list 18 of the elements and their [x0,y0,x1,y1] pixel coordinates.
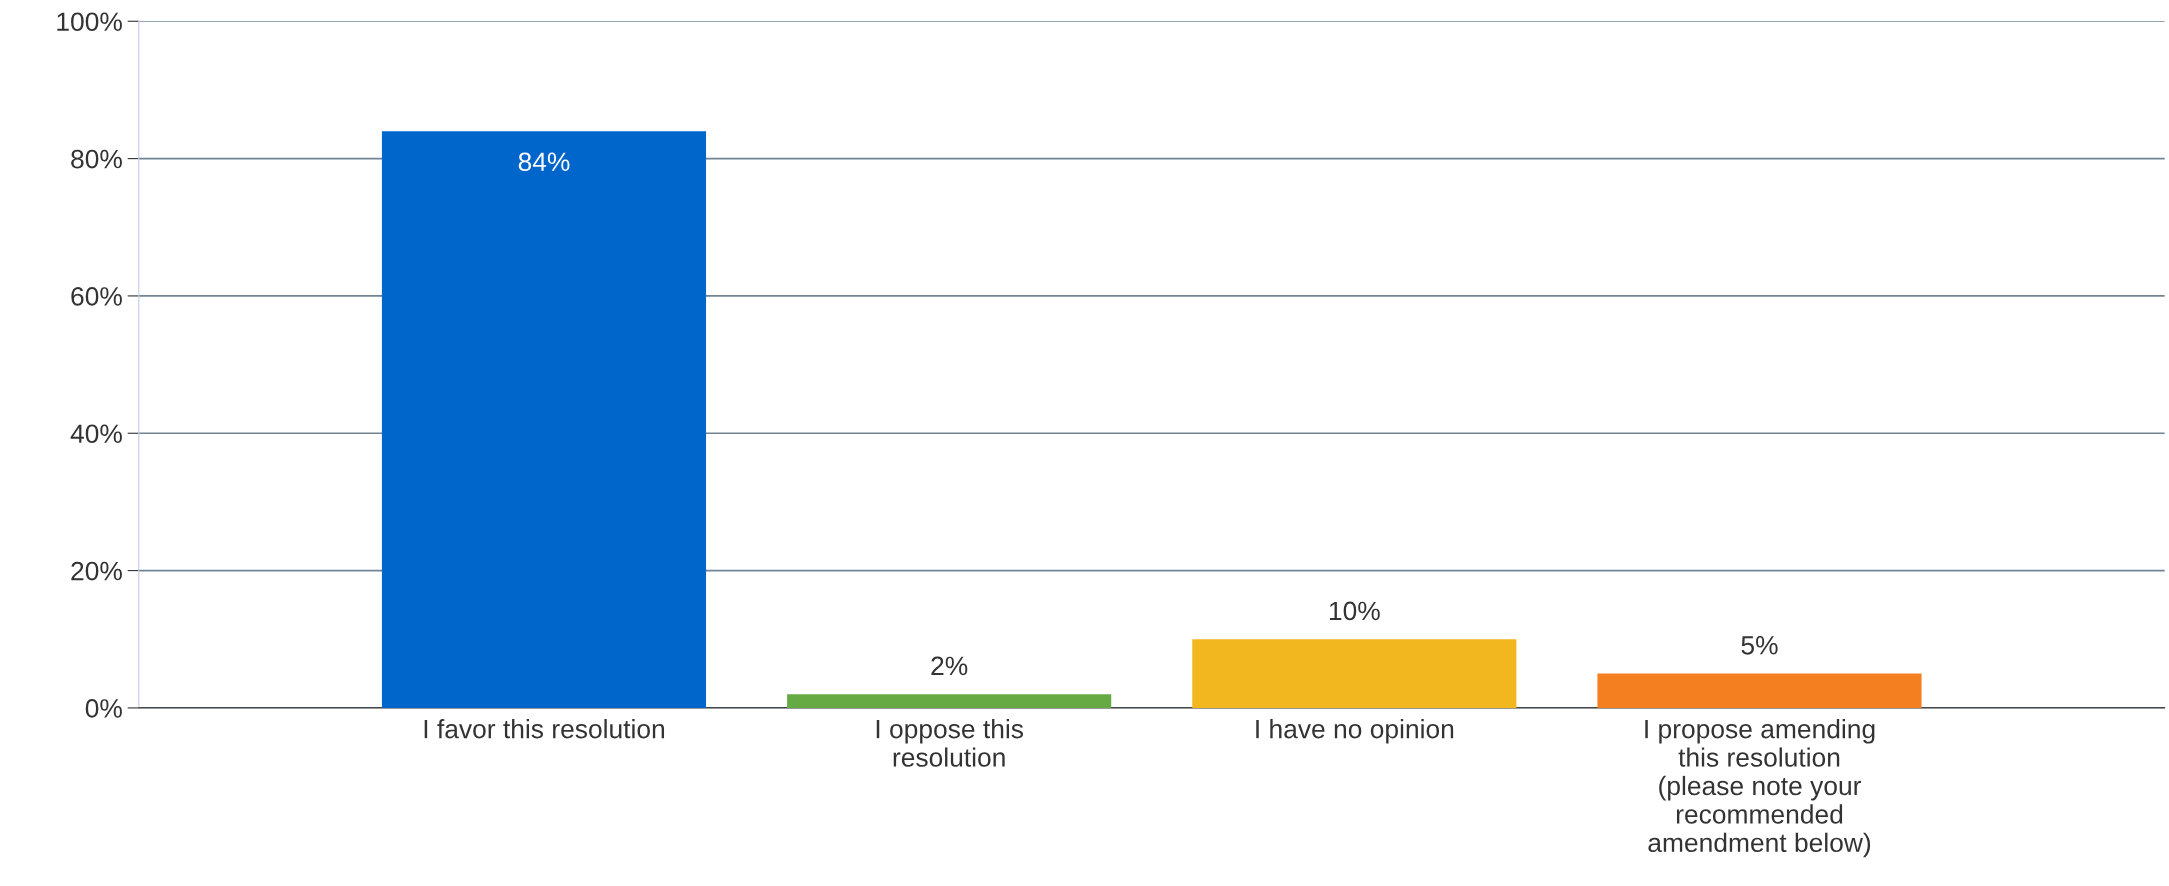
x-tick-label: I oppose this resolution [876,719,1024,767]
y-tick-label: 40% [70,424,122,444]
y-tick-label: 0% [85,699,122,718]
y-tick-label: 20% [71,561,122,581]
y-tick-label: 100% [57,12,122,32]
bar [787,694,1112,708]
y-tick-label: 80% [71,149,122,169]
x-tick-label: I propose amending this resolution (please note your recommended amendment below) [1645,719,1875,858]
y-tick-label: 60% [71,287,122,306]
data-label: 84% [518,152,570,172]
bar [1597,673,1922,708]
data-label: 2% [931,656,968,676]
x-tick-label: I have no opinion [1256,719,1454,744]
bar [381,131,707,708]
bar [1192,639,1517,708]
data-label: 10% [1329,601,1380,621]
x-tick-label: I favor this resolution [424,719,665,739]
data-label: 5% [1741,636,1778,655]
